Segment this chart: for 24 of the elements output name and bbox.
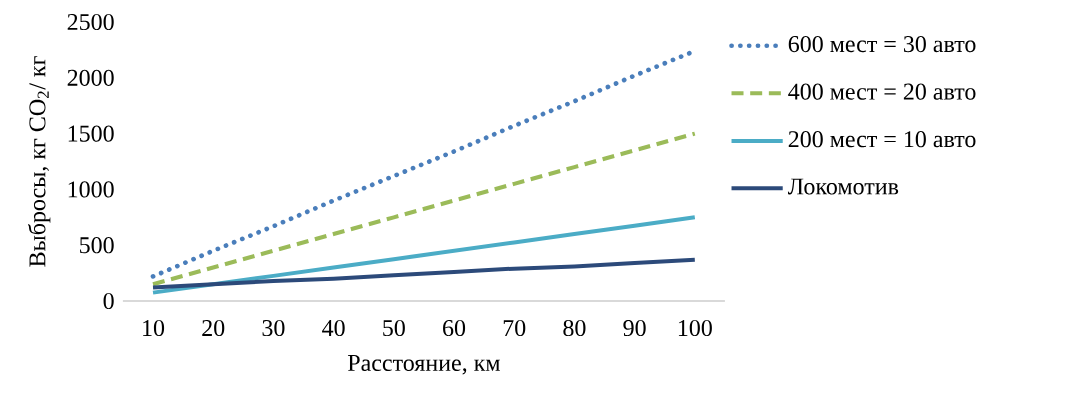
y-tick-label: 2500 [67,13,114,31]
y-tick-label: 1500 [68,125,114,142]
x-axis-title: Расстояние, км [347,355,500,375]
x-tick-label: 60 [443,319,466,337]
y-tick-label: 500 [80,237,114,254]
x-tick-label: 20 [202,319,225,337]
legend-label: Локомотив [787,178,899,195]
y-tick-label: 2000 [67,69,114,86]
x-tick-label: 10 [143,319,165,337]
line-series [151,257,697,290]
legend-label: 600 мест = 30 авто [788,35,976,53]
y-tick-label: 1000 [68,181,114,198]
legend-label: 400 мест = 20 авто [788,83,976,100]
y-tick-label: 0 [103,292,114,310]
x-tick-label: 70 [503,319,526,337]
x-tick-label: 80 [563,319,586,337]
x-tick-label: 100 [678,319,712,337]
x-tick-label: 40 [322,319,345,337]
x-tick-label: 90 [623,319,646,337]
line-series [151,131,697,287]
y-axis-title: Выбросы, кг CO$_{2}$/ кг [28,56,51,267]
x-tick-label: 50 [383,319,405,337]
legend-label: 200 мест = 10 авто [788,131,976,148]
x-tick-label: 30 [262,319,285,337]
